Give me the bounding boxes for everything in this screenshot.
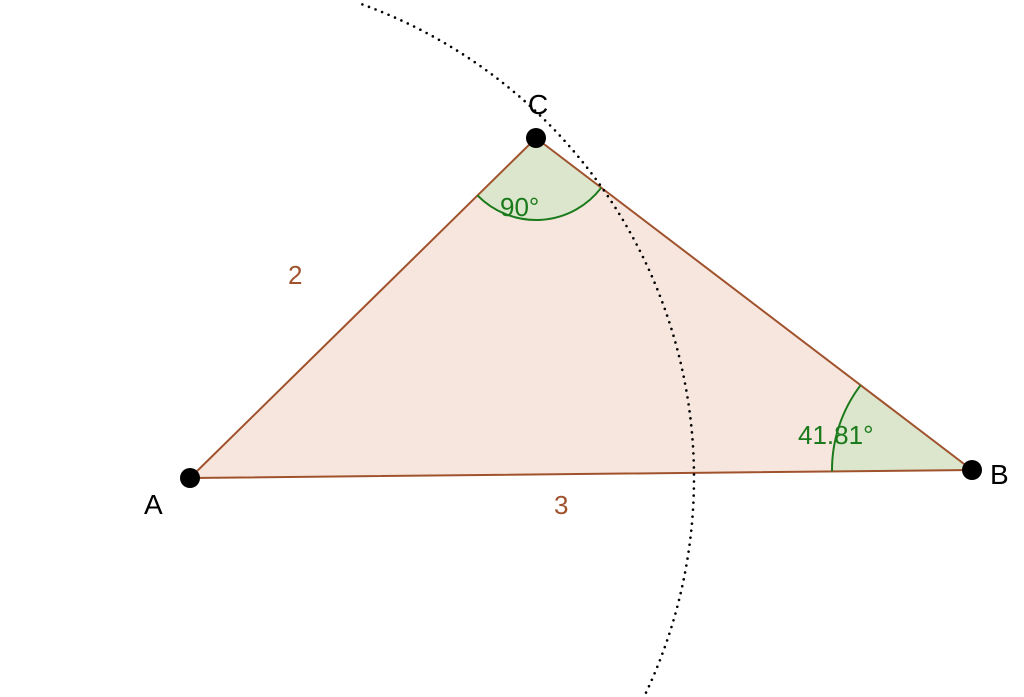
angle-label-c: 90° (500, 192, 539, 222)
vertex-label-a: A (144, 489, 163, 520)
vertex-point-a (180, 468, 200, 488)
side-label-ac: 2 (288, 260, 302, 290)
side-label-ab: 3 (554, 490, 568, 520)
vertex-label-c: C (528, 89, 548, 120)
vertex-point-c (526, 128, 546, 148)
vertex-label-b: B (990, 459, 1009, 490)
angle-label-b: 41.81° (798, 420, 873, 450)
vertex-point-b (962, 460, 982, 480)
